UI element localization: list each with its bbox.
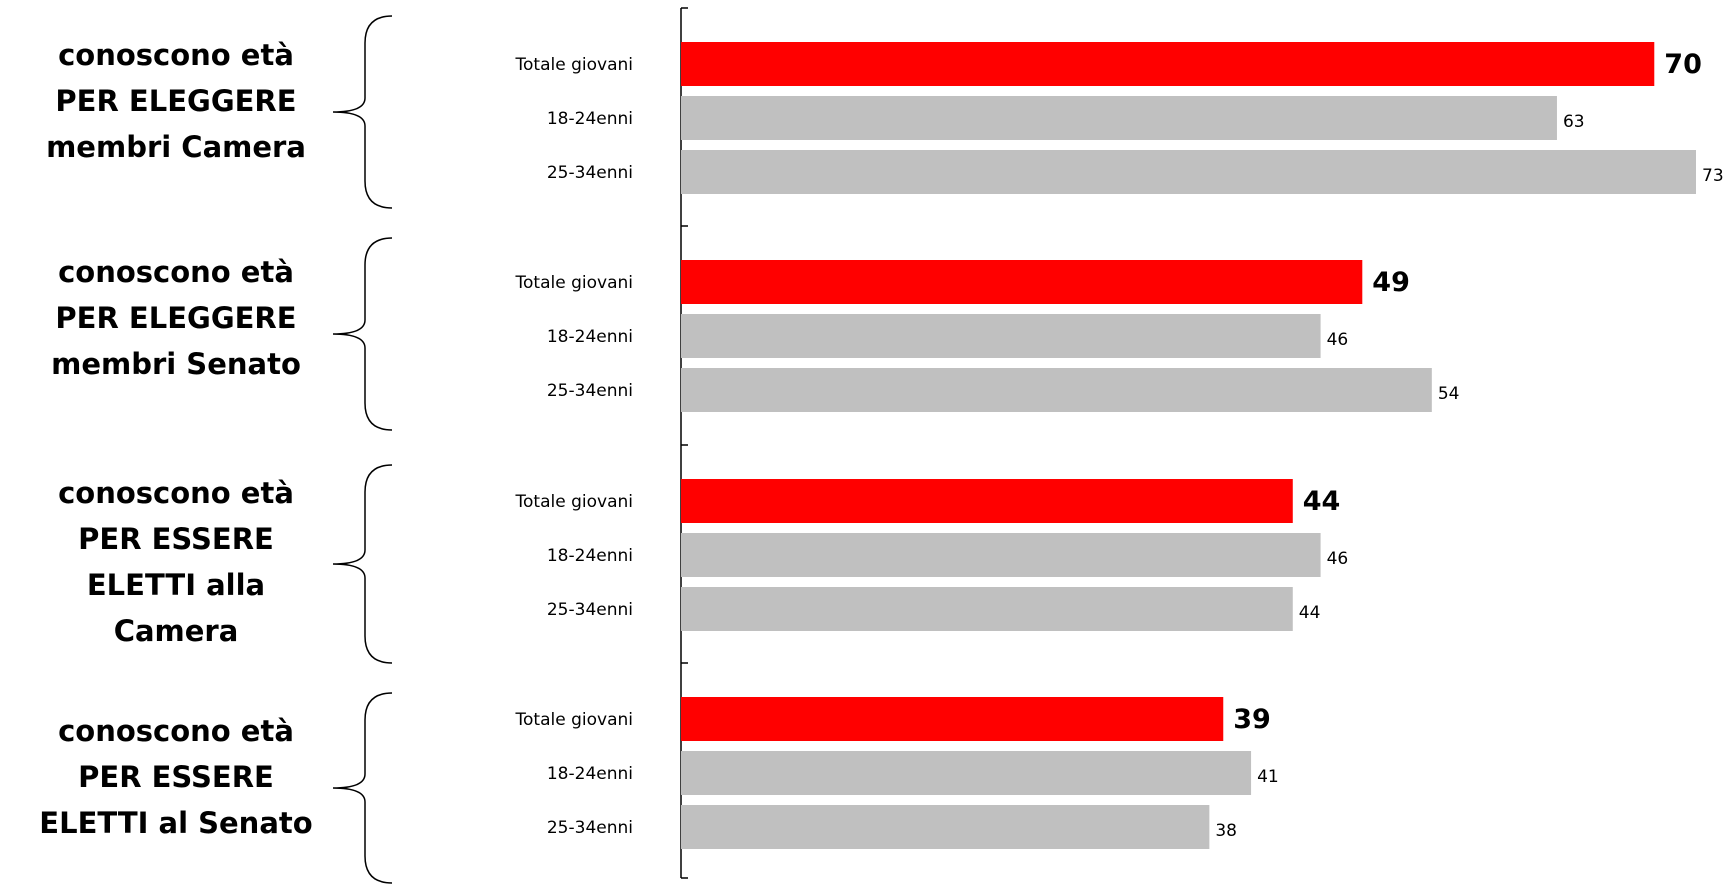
category-label: 18-24enni [547, 109, 633, 129]
category-label: 25-34enni [547, 600, 633, 620]
value-label-total: 49 [1372, 267, 1410, 298]
category-label: Totale giovani [515, 492, 633, 512]
value-label: 46 [1327, 549, 1349, 569]
group-label-line: conoscono età [58, 714, 294, 748]
value-label: 63 [1563, 112, 1585, 132]
category-label: 25-34enni [547, 163, 633, 183]
value-label-total: 44 [1303, 486, 1341, 517]
value-labels: 70 63 73 49 46 54 44 46 44 39 41 38 [1215, 49, 1723, 841]
category-labels: Totale giovani 18-24enni 25-34enni Totale g… [515, 55, 633, 838]
value-label-total: 39 [1233, 704, 1271, 735]
bar-age-group [681, 805, 1210, 849]
category-label: Totale giovani [515, 55, 633, 75]
value-label-total: 70 [1664, 49, 1702, 80]
group-label-line: ELETTI alla [87, 568, 265, 602]
group-label-line: PER ELEGGERE [55, 84, 296, 118]
category-label: 25-34enni [547, 818, 633, 838]
group-label-line: conoscono età [58, 255, 294, 289]
group-label-line: conoscono età [58, 476, 294, 510]
group-label-line: PER ESSERE [78, 522, 274, 556]
category-label: Totale giovani [515, 273, 633, 293]
category-label: Totale giovani [515, 710, 633, 730]
bar-total [681, 260, 1363, 304]
group-label-line: Camera [114, 614, 239, 648]
bar-age-group [681, 96, 1557, 140]
value-label: 46 [1327, 330, 1349, 350]
group-brace [332, 15, 393, 209]
category-label: 18-24enni [547, 764, 633, 784]
bar-total [681, 697, 1224, 741]
group-brace [332, 464, 393, 664]
category-label: 18-24enni [547, 546, 633, 566]
bar-age-group [681, 150, 1696, 194]
category-label: 25-34enni [547, 381, 633, 401]
group-label-line: PER ESSERE [78, 760, 274, 794]
bar-age-group [681, 368, 1432, 412]
group-label-line: membri Senato [51, 347, 301, 381]
bar-age-group [681, 587, 1293, 631]
bar-age-group [681, 751, 1252, 795]
group-label-line: ELETTI al Senato [39, 806, 312, 840]
group-braces [332, 15, 393, 884]
value-label: 44 [1299, 603, 1321, 623]
bars [681, 42, 1696, 849]
group-brace [332, 692, 393, 884]
bar-total [681, 479, 1293, 523]
value-label: 54 [1438, 384, 1460, 404]
value-label: 73 [1702, 166, 1724, 186]
bar-total [681, 42, 1655, 86]
value-label: 38 [1215, 821, 1237, 841]
category-label: 18-24enni [547, 327, 633, 347]
group-label-line: membri Camera [46, 130, 306, 164]
group-label-line: PER ELEGGERE [55, 301, 296, 335]
bar-age-group [681, 314, 1321, 358]
value-label: 41 [1257, 767, 1279, 787]
bar-age-group [681, 533, 1321, 577]
group-label-line: conoscono età [58, 38, 294, 72]
group-labels: conoscono età PER ELEGGERE membri Camera co… [39, 38, 312, 840]
axis-ticks [681, 7, 688, 879]
group-brace [332, 237, 393, 431]
